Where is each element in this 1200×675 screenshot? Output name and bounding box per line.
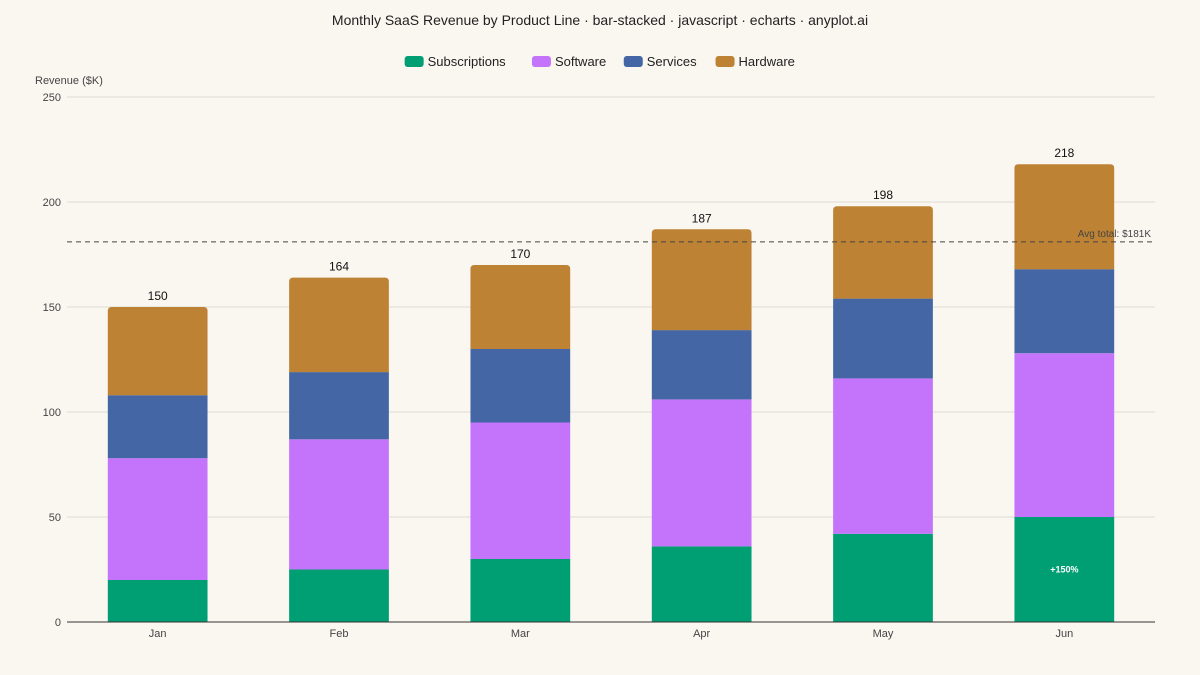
y-axis-label: Revenue ($K) (35, 75, 103, 87)
bar-services-mar[interactable] (470, 349, 571, 423)
bar-services-apr[interactable] (651, 330, 752, 400)
average-line-label: Avg total: $181K (1078, 229, 1152, 240)
bar-subscriptions-apr[interactable] (651, 546, 752, 622)
bar-software-may[interactable] (833, 378, 933, 534)
bar-subscriptions-may[interactable] (833, 533, 933, 622)
y-tick-label: 0 (55, 617, 61, 629)
legend-label: Subscriptions (428, 54, 507, 69)
bar-hardware-apr[interactable] (651, 229, 752, 331)
chart-title: Monthly SaaS Revenue by Product Line · b… (332, 12, 868, 28)
total-label-feb: 164 (329, 260, 349, 274)
legend-swatch (404, 56, 424, 67)
x-tick-label: Mar (511, 628, 530, 640)
total-label-jan: 150 (148, 289, 168, 303)
bar-hardware-mar[interactable] (470, 265, 571, 349)
bar-hardware-feb[interactable] (289, 277, 389, 373)
x-axis-ticks: Jan Feb Mar Apr May Jun (149, 628, 1073, 640)
growth-annotation: +150% (1050, 565, 1078, 575)
bar-software-apr[interactable] (651, 399, 752, 547)
legend-swatch (531, 56, 551, 67)
grid-lines (67, 96, 1155, 518)
legend-item-subscriptions[interactable]: Subscriptions (404, 54, 507, 69)
bar-services-may[interactable] (833, 298, 933, 379)
legend-swatch (715, 56, 735, 67)
legend-item-services[interactable]: Services (623, 54, 697, 69)
legend-label: Hardware (739, 54, 795, 69)
legend-label: Software (555, 54, 606, 69)
total-label-mar: 170 (510, 247, 530, 261)
bar-subscriptions-feb[interactable] (289, 569, 389, 623)
total-labels: 150 164 170 187 198 218 (148, 146, 1075, 303)
x-tick-label: May (873, 628, 894, 640)
bar-subscriptions-mar[interactable] (470, 559, 571, 622)
bar-services-jun[interactable] (1014, 269, 1115, 354)
legend-item-software[interactable]: Software (531, 54, 606, 69)
x-tick-label: Feb (330, 628, 349, 640)
bar-software-jan[interactable] (107, 458, 208, 580)
bar-subscriptions-jan[interactable] (107, 580, 208, 622)
bar-software-feb[interactable] (289, 439, 389, 570)
x-tick-label: Jan (149, 628, 167, 640)
bar-services-feb[interactable] (289, 372, 389, 440)
x-tick-label: Jun (1055, 628, 1073, 640)
y-tick-label: 100 (43, 407, 61, 419)
y-axis-ticks: 0 50 100 150 200 250 (43, 92, 61, 629)
bars: +150% (107, 164, 1115, 623)
bar-software-mar[interactable] (470, 422, 571, 560)
y-tick-label: 50 (49, 512, 61, 524)
x-tick-label: Apr (693, 628, 710, 640)
average-line-group: Avg total: $181K (67, 229, 1155, 243)
y-tick-label: 200 (43, 197, 61, 209)
bar-subscriptions-jun[interactable] (1014, 517, 1115, 622)
bar-hardware-jun[interactable] (1014, 164, 1115, 270)
total-label-jun: 218 (1054, 146, 1074, 160)
total-label-may: 198 (873, 188, 893, 202)
legend-label: Services (647, 54, 697, 69)
y-tick-label: 250 (43, 92, 61, 104)
bar-hardware-may[interactable] (833, 206, 933, 299)
legend[interactable]: Subscriptions Software Services Hardware (404, 54, 795, 69)
bar-hardware-jan[interactable] (107, 307, 208, 396)
bar-services-jan[interactable] (107, 395, 208, 459)
y-tick-label: 150 (43, 302, 61, 314)
total-label-apr: 187 (692, 211, 712, 225)
legend-swatch (623, 56, 643, 67)
bar-software-jun[interactable] (1014, 353, 1115, 517)
legend-item-hardware[interactable]: Hardware (715, 54, 795, 69)
